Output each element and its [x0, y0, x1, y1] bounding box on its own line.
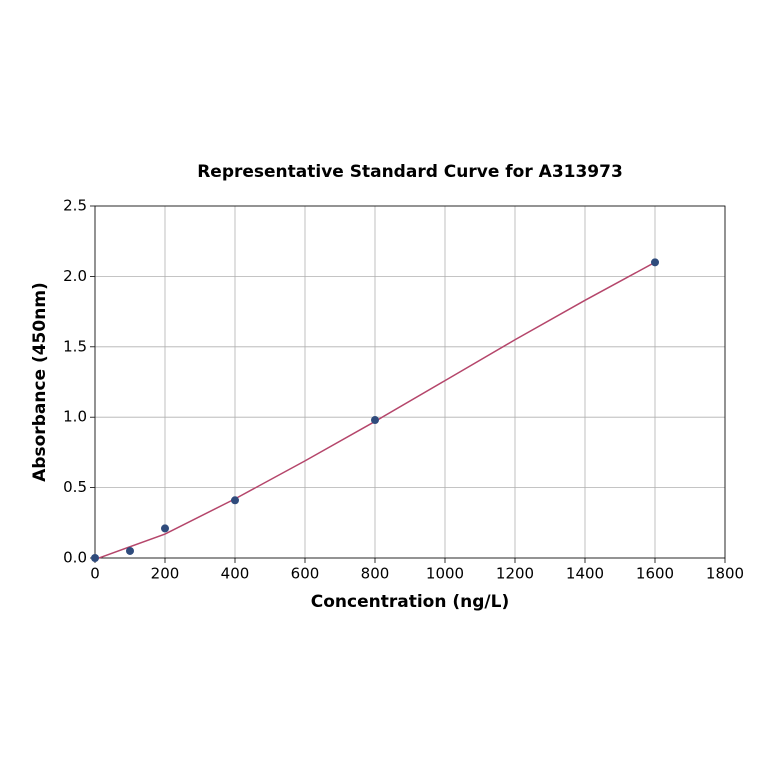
y-tick-label: 1.5 [63, 337, 87, 355]
y-tick-label: 2.0 [63, 267, 87, 285]
x-tick-label: 1000 [426, 565, 464, 583]
x-tick-label: 400 [221, 565, 250, 583]
x-tick-label: 600 [291, 565, 320, 583]
x-tick-label: 1400 [566, 565, 604, 583]
y-tick-label: 2.5 [63, 197, 87, 215]
x-tick-label: 200 [151, 565, 180, 583]
y-axis-label: Absorbance (450nm) [30, 282, 50, 482]
x-tick-label: 1600 [636, 565, 674, 583]
data-point [91, 554, 99, 562]
y-tick-label: 0.0 [63, 549, 87, 567]
x-axis-label: Concentration (ng/L) [311, 592, 509, 612]
chart-title: Representative Standard Curve for A31397… [197, 162, 623, 182]
data-point [161, 524, 169, 533]
data-point [231, 496, 239, 505]
x-tick-label: 800 [361, 565, 390, 583]
data-point [126, 546, 134, 555]
data-point [371, 416, 379, 425]
plot-frame [94, 205, 726, 559]
x-tick-label: 0 [90, 565, 100, 583]
x-tick-label: 1800 [706, 565, 744, 583]
y-tick-label: 0.5 [63, 478, 87, 496]
x-tick-label: 1200 [496, 565, 534, 583]
y-tick-label: 1.0 [63, 408, 87, 426]
data-point [651, 258, 659, 267]
